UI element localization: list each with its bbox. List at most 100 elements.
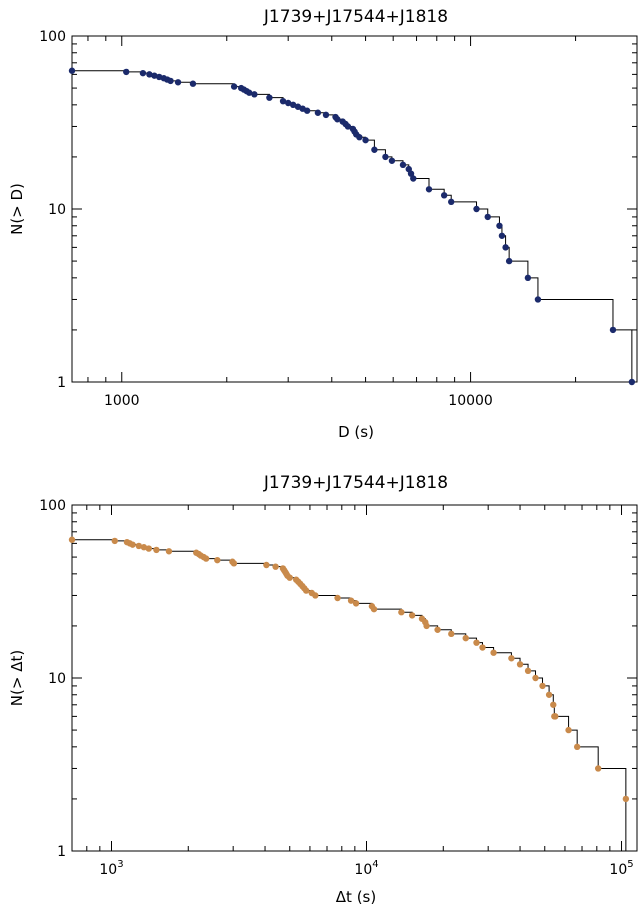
data-point xyxy=(135,542,143,550)
data-point xyxy=(473,639,480,646)
data-point xyxy=(266,94,273,101)
y-tick-label: 100 xyxy=(39,29,66,45)
chart-title: J1739+J17544+J1818 xyxy=(263,7,448,27)
data-point xyxy=(398,609,405,616)
data-point xyxy=(322,111,330,119)
data-point xyxy=(230,83,238,90)
data-point xyxy=(312,592,319,599)
data-point xyxy=(462,634,469,642)
data-point xyxy=(356,134,363,141)
data-point xyxy=(371,146,378,153)
x-axis-label: Δt (s) xyxy=(336,888,376,906)
data-points xyxy=(68,67,636,386)
data-point xyxy=(524,274,532,282)
data-point xyxy=(508,655,515,662)
data-point xyxy=(545,691,553,698)
data-point xyxy=(362,136,369,144)
data-point xyxy=(448,198,455,206)
data-point xyxy=(139,69,147,77)
data-point xyxy=(289,101,297,109)
data-point xyxy=(534,296,542,303)
x-axis-label: D (s) xyxy=(338,423,374,441)
data-point xyxy=(302,587,310,594)
data-point xyxy=(410,175,417,182)
data-point xyxy=(202,555,210,562)
axis-ticks: 1000 10000 1 10 100 xyxy=(39,29,638,409)
data-point xyxy=(167,77,174,85)
data-point xyxy=(498,232,506,239)
y-tick-label: 1 xyxy=(57,375,66,391)
data-point xyxy=(279,97,287,105)
x-tick-label: 105 xyxy=(609,859,633,878)
x-tick-label: 10000 xyxy=(448,393,493,409)
step-line xyxy=(72,539,627,851)
chart-panel-dt: J1739+J17544+J1818 Δt (s) N(> Δt) 103 104… xyxy=(8,473,638,906)
data-point xyxy=(151,72,158,79)
data-point xyxy=(334,594,341,602)
data-point xyxy=(448,630,455,638)
cumulative-step-line xyxy=(72,539,627,851)
y-axis-label: N(> D) xyxy=(8,183,26,235)
data-point xyxy=(129,541,136,548)
x-tick-label: 103 xyxy=(99,859,123,878)
data-point xyxy=(272,563,279,570)
data-point xyxy=(516,661,524,668)
data-point xyxy=(303,107,311,114)
y-axis-label: N(> Δt) xyxy=(8,650,26,706)
data-point xyxy=(352,600,360,607)
data-point xyxy=(440,192,448,199)
axis-ticks: 103 104 105 1 10 100 xyxy=(39,498,637,878)
data-point xyxy=(524,667,532,675)
data-point xyxy=(407,170,415,177)
x-tick-label: 104 xyxy=(354,859,378,878)
data-point xyxy=(539,682,546,690)
data-point xyxy=(552,713,559,720)
data-point xyxy=(214,556,221,564)
chart-panel-d: J1739+J17544+J1818 D (s) N(> D) 1000 1000… xyxy=(8,7,638,441)
data-point xyxy=(505,257,513,265)
data-point xyxy=(153,546,160,554)
data-point xyxy=(123,68,130,76)
data-point xyxy=(502,244,509,251)
data-point xyxy=(334,116,341,123)
data-point xyxy=(479,644,486,651)
data-point xyxy=(484,213,491,221)
data-point xyxy=(344,123,352,130)
plot-frame xyxy=(71,35,638,383)
data-point xyxy=(423,622,430,630)
data-point xyxy=(425,186,433,193)
data-point xyxy=(230,560,238,567)
data-point xyxy=(68,67,76,74)
data-points xyxy=(68,536,630,803)
data-point xyxy=(165,548,173,555)
chart-title: J1739+J17544+J1818 xyxy=(263,473,448,493)
data-point xyxy=(146,71,153,78)
data-point xyxy=(609,326,617,334)
data-point xyxy=(550,701,557,708)
data-point xyxy=(251,91,258,98)
data-point xyxy=(490,649,497,656)
data-point xyxy=(434,626,441,633)
data-point xyxy=(145,545,152,552)
y-tick-label: 100 xyxy=(39,498,66,514)
y-tick-label: 1 xyxy=(57,844,66,860)
data-point xyxy=(314,109,322,116)
data-point xyxy=(573,743,581,751)
data-point xyxy=(189,80,197,87)
y-tick-label: 10 xyxy=(48,202,66,218)
data-point xyxy=(594,765,602,772)
data-point xyxy=(473,205,480,213)
data-point xyxy=(347,597,355,604)
data-point xyxy=(111,537,118,545)
data-point xyxy=(68,536,76,543)
cumulative-step-line xyxy=(72,70,633,382)
data-point xyxy=(565,726,572,734)
data-point xyxy=(140,544,148,551)
data-point xyxy=(370,605,378,613)
data-point xyxy=(174,79,182,86)
plot-frame xyxy=(71,504,638,852)
data-point xyxy=(628,378,636,386)
data-point xyxy=(263,561,270,569)
data-point xyxy=(532,674,539,682)
